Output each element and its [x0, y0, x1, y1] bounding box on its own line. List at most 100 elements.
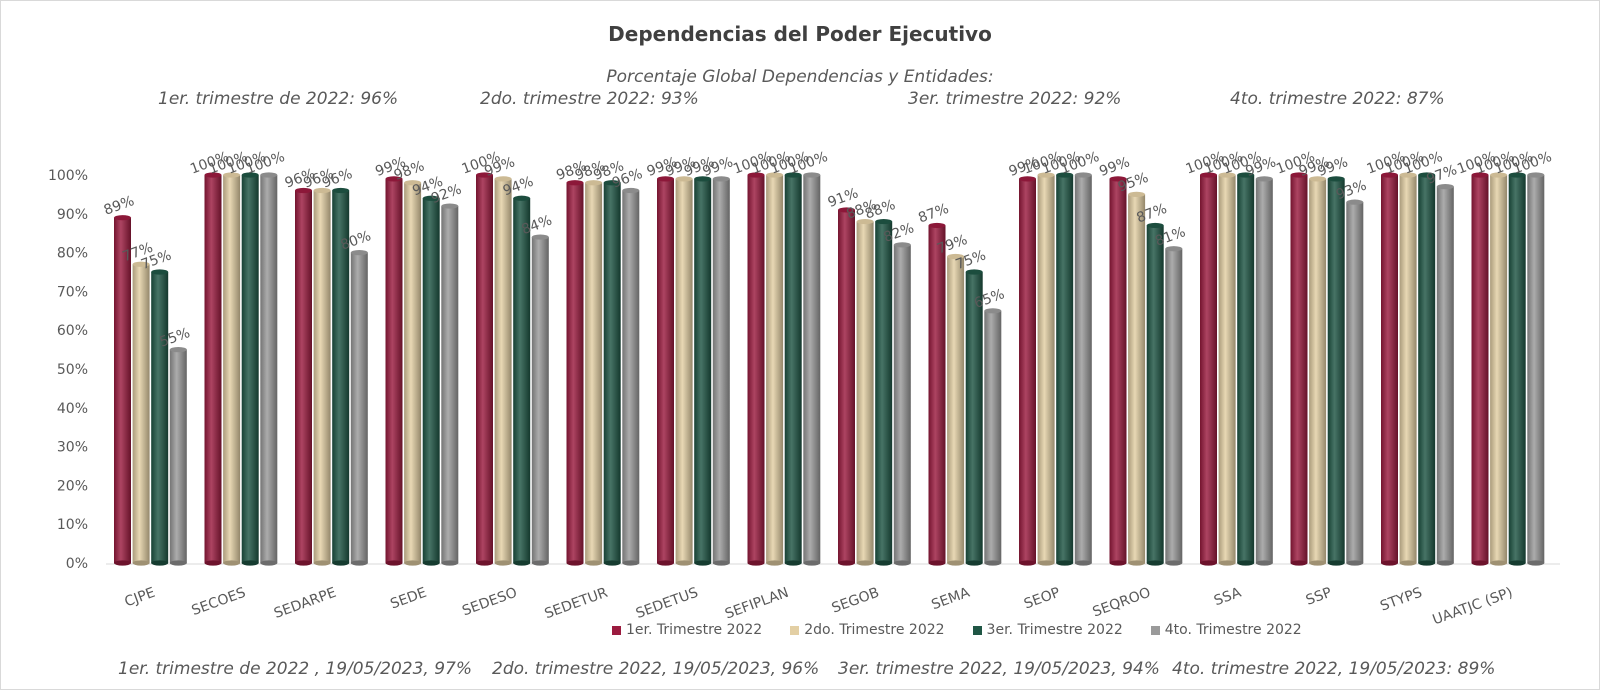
- bar: [1309, 178, 1327, 563]
- bar-cap: [114, 215, 131, 221]
- bar: [385, 178, 403, 563]
- bar: [657, 178, 674, 563]
- bar-cap: [1218, 172, 1236, 178]
- bar: [241, 175, 259, 563]
- bar: [1418, 175, 1436, 563]
- bar-cap: [766, 172, 784, 178]
- footer-note-1: 1er. trimestre de 2022 , 19/05/2023, 97%: [118, 659, 472, 679]
- category-label: SSA: [1212, 585, 1244, 610]
- bar: [313, 190, 331, 563]
- bar-base: [513, 560, 531, 566]
- category-label: SEDETUS: [634, 585, 701, 622]
- bar-cap: [332, 187, 350, 194]
- legend-label-4: 4to. Trimestre 2022: [1164, 622, 1302, 638]
- bar-cap: [1309, 176, 1327, 182]
- bar-cap: [1327, 176, 1345, 182]
- bar: [476, 175, 493, 563]
- bar: [422, 198, 440, 563]
- bar: [223, 175, 241, 563]
- bar-base: [1146, 560, 1164, 566]
- bar: [1436, 186, 1454, 563]
- bar: [1109, 178, 1127, 563]
- bar-base: [965, 560, 983, 566]
- quarter-note-4: 4to. trimestre 2022: 87%: [1230, 89, 1445, 109]
- bar-cap: [1165, 246, 1183, 252]
- category-label: SECOES: [190, 585, 248, 619]
- bar-cap: [566, 180, 584, 186]
- bar-cap: [585, 180, 603, 186]
- bar: [169, 349, 187, 563]
- bar: [784, 175, 802, 563]
- y-tick-label: 10%: [57, 517, 88, 533]
- bar-cap: [1074, 172, 1092, 178]
- bar-base: [1309, 560, 1327, 566]
- bar-base: [893, 560, 911, 566]
- y-tick-label: 60%: [57, 323, 88, 339]
- bar-cap: [404, 180, 422, 186]
- bar-base: [1074, 560, 1092, 566]
- bar: [132, 264, 150, 563]
- bar-base: [856, 560, 874, 566]
- bar: [1237, 175, 1255, 563]
- bar-cap: [422, 195, 440, 201]
- bar-cap: [657, 176, 674, 182]
- bar: [694, 178, 712, 563]
- bar-cap: [513, 195, 531, 201]
- bar-cap: [1490, 172, 1508, 178]
- bar-cap: [1508, 172, 1526, 178]
- bar-base: [1109, 560, 1127, 566]
- bar-base: [928, 560, 946, 566]
- bar-base: [838, 560, 855, 566]
- bar-cap: [1381, 172, 1398, 178]
- bar-base: [1037, 560, 1055, 566]
- bar-cap: [350, 250, 368, 256]
- bar: [1165, 248, 1183, 563]
- category-label: UAATJC (SP): [1431, 585, 1515, 629]
- footer-note-4: 4to. trimestre 2022, 19/05/2023: 89%: [1172, 659, 1496, 679]
- bar-base: [622, 560, 640, 566]
- bar-base: [1418, 560, 1436, 566]
- y-tick-label: 30%: [57, 440, 88, 456]
- bar-cap: [1346, 199, 1364, 205]
- bar-cap: [295, 187, 312, 194]
- bar: [1255, 178, 1273, 563]
- bar-cap: [476, 172, 493, 178]
- y-tick-label: 50%: [57, 362, 88, 378]
- bar: [1056, 175, 1074, 563]
- quarter-note-1: 1er. trimestre de 2022: 96%: [158, 89, 399, 109]
- bar: [1381, 175, 1398, 563]
- bar: [1146, 225, 1164, 563]
- bar-base: [1200, 560, 1217, 566]
- bar: [1128, 194, 1146, 563]
- legend-item-1: 1er. Trimestre 2022: [612, 622, 762, 638]
- bar: [893, 244, 911, 563]
- bar-cap: [1527, 172, 1545, 178]
- bar-base: [350, 560, 368, 566]
- bar-base: [1527, 560, 1545, 566]
- legend-item-3: 3er. Trimestre 2022: [972, 622, 1123, 638]
- bar-base: [1218, 560, 1236, 566]
- bar-cap: [603, 180, 621, 186]
- bar: [1074, 175, 1092, 563]
- bar: [1346, 202, 1364, 563]
- bar: [295, 190, 312, 563]
- category-label: SEGOB: [830, 585, 882, 617]
- category-label: CJPE: [123, 585, 158, 611]
- legend-label-2: 2do. Trimestre 2022: [804, 622, 945, 638]
- bar-base: [1128, 560, 1146, 566]
- bar-cap: [712, 176, 730, 182]
- bar-base: [169, 560, 187, 566]
- data-label: 75%: [953, 247, 988, 273]
- bar: [151, 272, 169, 563]
- bar-cap: [204, 172, 222, 178]
- legend-swatch-2: [790, 625, 800, 635]
- bar-cap: [675, 176, 693, 182]
- bar-cap: [169, 347, 187, 353]
- bar-cap: [1200, 172, 1217, 178]
- bar-cap: [784, 172, 802, 178]
- bar-base: [1056, 560, 1074, 566]
- bar: [712, 178, 730, 563]
- bar: [928, 225, 946, 563]
- bar-base: [1508, 560, 1526, 566]
- legend-item-2: 2do. Trimestre 2022: [790, 622, 945, 638]
